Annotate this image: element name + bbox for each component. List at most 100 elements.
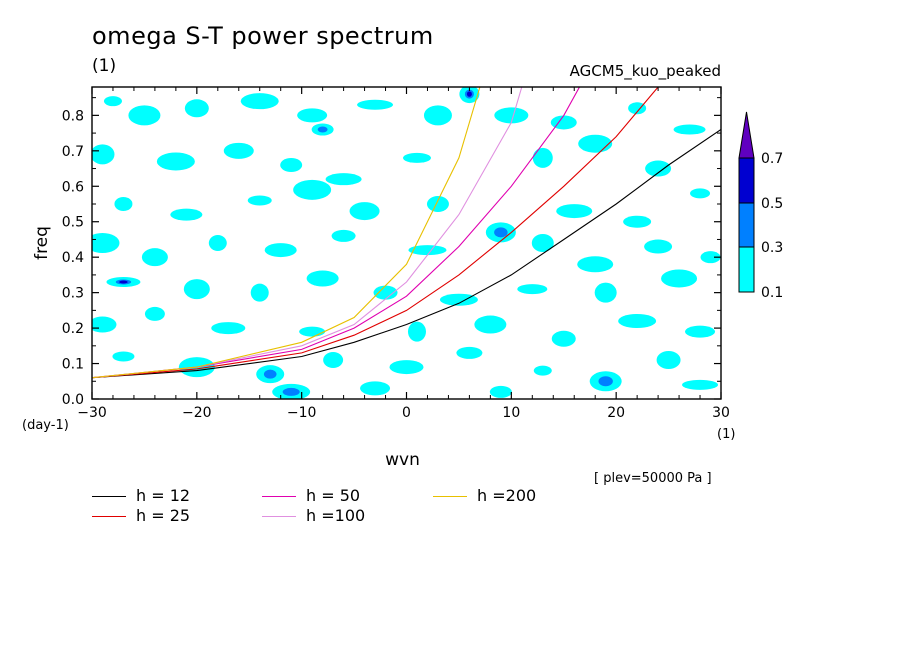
colorbar-label: 0.3 (761, 240, 783, 256)
power-patch (551, 330, 576, 347)
power-patch (144, 306, 165, 321)
power-patch (577, 256, 614, 273)
power-patch (578, 134, 613, 153)
power-patch (550, 115, 577, 130)
legend-item: h =200 (433, 486, 536, 505)
dispersion-line (92, 87, 481, 379)
dispersion-line (92, 129, 721, 379)
legend-swatch (92, 496, 126, 497)
case-label: AGCM5_kuo_peaked (569, 62, 721, 80)
legend-label: h =100 (306, 506, 366, 525)
power-patch (156, 152, 195, 171)
legend-swatch (433, 496, 467, 497)
colorbar-segment (738, 202, 755, 248)
power-patch-high (494, 227, 508, 238)
power-patch-high (263, 369, 277, 379)
y-tick-label: 0.6 (62, 179, 84, 195)
power-patch (532, 147, 553, 168)
power-patch (247, 195, 272, 206)
power-patch (114, 197, 133, 211)
x-tick-label: −30 (77, 405, 107, 421)
power-patch (439, 293, 478, 306)
power-patch (533, 365, 552, 376)
power-patch (323, 352, 344, 368)
power-patch (594, 282, 617, 303)
power-patch-high (282, 387, 300, 396)
x-tick-label: 20 (607, 405, 625, 421)
legend-item: h = 50 (262, 486, 360, 505)
x-axis-label: wvn (385, 450, 420, 470)
power-patch (112, 351, 135, 362)
power-patch (240, 93, 279, 110)
y-tick-label: 0.8 (62, 108, 84, 124)
power-patch (280, 158, 303, 172)
power-patch (128, 105, 161, 126)
y-tick-label: 0.5 (62, 215, 84, 231)
power-patch (623, 215, 652, 228)
power-patch (293, 179, 332, 200)
y-tick-label: 0.3 (62, 286, 84, 302)
power-patch (103, 96, 122, 107)
power-patch (250, 283, 269, 302)
power-patch (426, 196, 449, 212)
x-tick-label: 0 (402, 405, 411, 421)
legend-swatch (262, 496, 296, 497)
power-patch (373, 285, 398, 300)
legend-item: h = 12 (92, 486, 190, 505)
y-tick-label: 0.4 (62, 250, 84, 266)
y-unit-label: (day-1) (22, 418, 69, 433)
axes: −30 −20 −10 0 10 20 30 0.0 0.1 0.2 0.3 0.4 0.5 0.6 0.7… (62, 87, 730, 421)
power-patch (408, 245, 447, 256)
legend-item: h = 25 (92, 506, 190, 525)
power-patch (407, 321, 426, 342)
power-patch (517, 284, 548, 295)
x-tick-label: −10 (287, 405, 317, 421)
power-patch (456, 346, 483, 359)
dispersion-line (92, 87, 659, 379)
power-patch (264, 243, 297, 258)
legend-label: h = 12 (136, 486, 191, 505)
power-patch (474, 315, 507, 334)
legend-label: h = 50 (306, 486, 361, 505)
power-patch (141, 248, 168, 267)
power-patch (682, 379, 719, 390)
x-unit-label: (1) (717, 427, 735, 442)
y-tick-label: 0.2 (62, 321, 84, 337)
y-axis-label: freq (32, 226, 52, 260)
x-tick-label: 10 (502, 405, 520, 421)
colorbar-label: 0.7 (761, 151, 783, 167)
power-patch (208, 235, 227, 251)
colorbar-label: 0.1 (761, 285, 783, 301)
power-patch (306, 270, 339, 287)
dispersion-curves (92, 87, 721, 379)
power-patch (700, 251, 721, 264)
power-patch (92, 233, 120, 253)
axis-labels: wvn freq (day-1) (1) [ plev=50000 Pa ] (22, 226, 735, 486)
legend-swatch (92, 516, 126, 517)
power-patch (184, 99, 209, 118)
power-patch (645, 160, 672, 177)
power-patch (489, 385, 512, 398)
x-tick-label: −20 (182, 405, 212, 421)
legend-label: h = 25 (136, 506, 191, 525)
power-patch-high (317, 126, 328, 133)
power-patch (389, 360, 424, 375)
plot-frame (91, 86, 722, 400)
power-patch (331, 229, 356, 242)
power-patch-peak (119, 280, 128, 284)
power-patch (299, 326, 326, 337)
power-patch (628, 102, 647, 115)
power-patch (211, 322, 246, 335)
y-tick-label: 0.0 (62, 392, 84, 408)
power-patch (170, 208, 203, 221)
power-patch (423, 105, 452, 126)
legend-swatch (262, 516, 296, 517)
chart-title: omega S-T power spectrum (92, 22, 434, 50)
level-label: [ plev=50000 Pa ] (594, 471, 712, 486)
dispersion-line (92, 87, 523, 379)
colorbar-segment (738, 157, 755, 204)
power-patch (656, 351, 681, 369)
colorbar: 0.1 0.3 0.5 0.7 (738, 111, 783, 301)
legend-item: h =100 (262, 506, 365, 525)
